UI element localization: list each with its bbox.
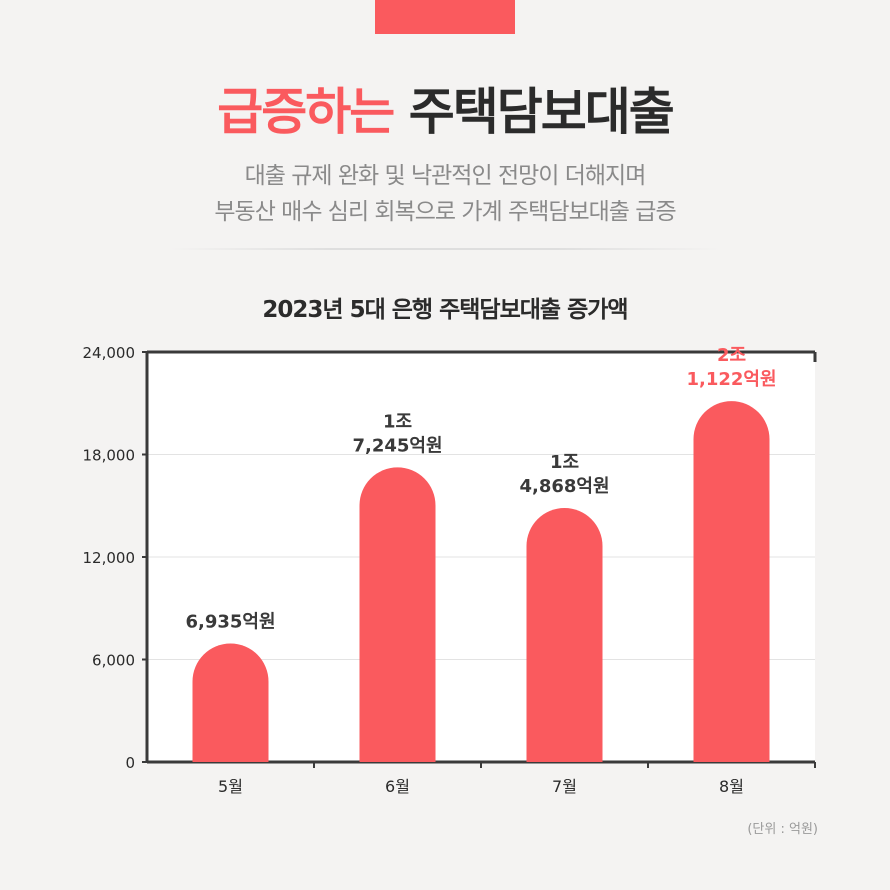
x-tick-label: 5월 bbox=[218, 777, 243, 796]
y-tick-label: 0 bbox=[125, 754, 135, 772]
divider bbox=[170, 248, 720, 250]
y-tick-label: 12,000 bbox=[83, 549, 136, 567]
x-tick-label: 7월 bbox=[552, 777, 577, 796]
bar bbox=[693, 401, 770, 762]
data-label: 6,935억원 bbox=[185, 612, 275, 633]
data-label: 2조 bbox=[717, 345, 746, 366]
data-label: 4,868억원 bbox=[519, 476, 609, 497]
page-title: 급증하는 주택담보대출 bbox=[0, 72, 890, 144]
y-tick-label: 24,000 bbox=[83, 344, 136, 362]
subtitle: 대출 규제 완화 및 낙관적인 전망이 더해지며 부동산 매수 심리 회복으로 … bbox=[0, 158, 890, 230]
title-rest: 주택담보대출 bbox=[408, 83, 675, 141]
data-label: 1,122억원 bbox=[686, 369, 776, 390]
data-label: 1조 bbox=[550, 452, 579, 473]
bar bbox=[359, 467, 436, 762]
data-label: 7,245억원 bbox=[352, 435, 442, 456]
subtitle-line-1: 대출 규제 완화 및 낙관적인 전망이 더해지며 bbox=[244, 163, 647, 189]
bar bbox=[192, 643, 269, 762]
y-tick-label: 18,000 bbox=[83, 447, 136, 465]
title-accent: 급증하는 bbox=[217, 83, 395, 141]
x-tick-label: 6월 bbox=[385, 777, 410, 796]
unit-note: (단위 : 억원) bbox=[747, 822, 818, 837]
chart-title: 2023년 5대 은행 주택담보대출 증가액 bbox=[262, 297, 628, 323]
subtitle-line-2: 부동산 매수 심리 회복으로 가계 주택담보대출 급증 bbox=[214, 199, 676, 225]
data-label: 1조 bbox=[383, 411, 412, 432]
x-tick-label: 8월 bbox=[719, 777, 744, 796]
bar bbox=[526, 508, 603, 762]
y-tick-label: 6,000 bbox=[92, 652, 135, 670]
top-accent-tab bbox=[375, 0, 515, 34]
